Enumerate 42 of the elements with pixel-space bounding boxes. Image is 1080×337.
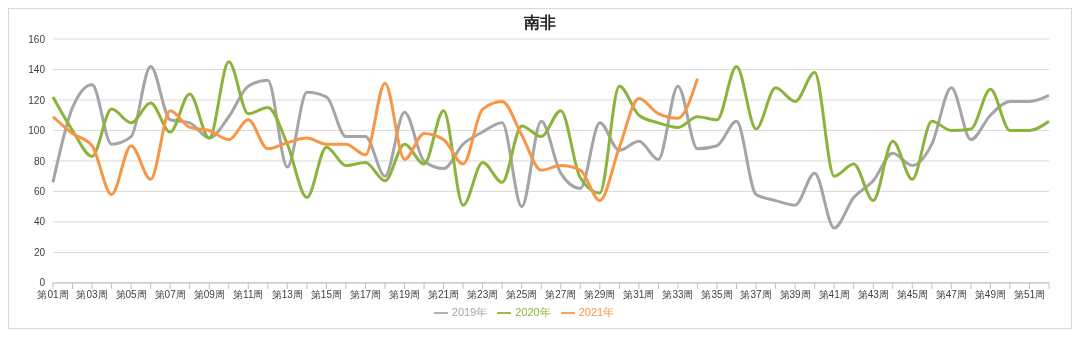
y-tick-label: 60 [33,185,46,197]
y-tick-label: 80 [33,155,46,167]
x-tick-label: 第15周 [310,289,342,301]
x-tick-label: 第37周 [740,289,772,301]
y-tick-label: 100 [28,125,46,137]
x-tick-label: 第19周 [388,289,421,301]
x-tick-label: 第43周 [857,289,889,301]
x-tick-label: 第05周 [115,289,147,301]
x-tick-label: 第09周 [193,289,225,301]
x-tick-label: 第29周 [584,289,616,301]
x-tick-label: 第45周 [896,289,928,301]
x-tick-label: 第47周 [935,289,967,301]
x-tick-label: 第35周 [701,289,733,301]
x-tick-label: 第03周 [76,289,108,301]
legend-label: 2021年 [578,305,615,318]
x-tick-label: 第39周 [779,289,811,301]
x-tick-label: 第21周 [428,289,460,301]
y-tick-label: 20 [33,246,46,258]
chart-title: 南非 [523,13,557,31]
y-tick-label: 140 [28,64,46,76]
x-tick-label: 第23周 [467,289,499,301]
line-series [51,60,1051,207]
x-tick-label: 第13周 [271,289,303,301]
legend-label: 2019年 [451,305,488,318]
x-tick-label: 第27周 [545,289,577,301]
x-tick-label: 第31周 [623,289,655,301]
y-tick-label: 160 [28,33,46,45]
x-tick-label: 第01周 [37,289,69,301]
line-series [51,64,1051,230]
y-tick-label: 0 [39,277,46,289]
x-tick-label: 第49周 [974,289,1006,301]
legend-label: 2020年 [515,305,551,318]
x-tick-label: 第25周 [506,289,538,301]
x-tick-label: 第41周 [818,289,850,301]
x-tick-label: 第07周 [154,289,186,301]
y-tick-label: 120 [28,94,46,106]
x-tick-label: 第33周 [662,289,694,301]
x-tick-label: 第51周 [1013,289,1046,301]
x-tick-label: 第17周 [349,289,382,301]
y-tick-label: 40 [33,216,46,228]
line-series [51,77,699,203]
x-tick-label: 第11周 [233,289,264,301]
